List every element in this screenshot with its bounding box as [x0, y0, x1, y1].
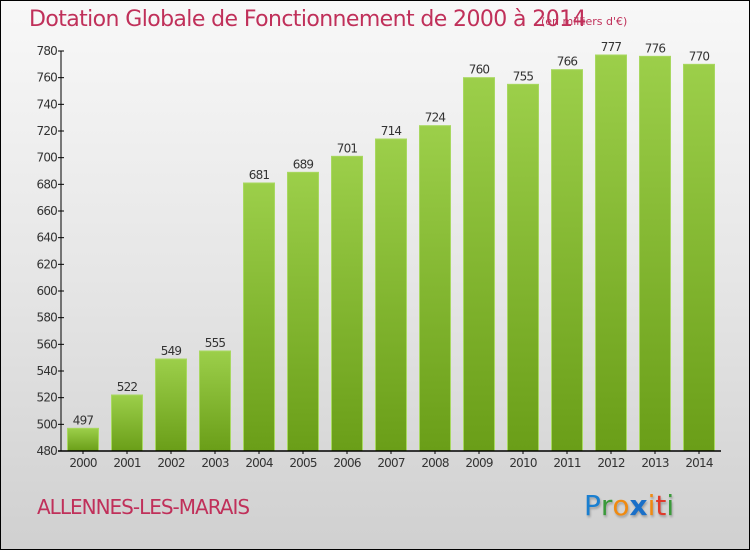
y-tick-label-740: 740 [36, 97, 57, 111]
bar-2010 [507, 83, 539, 452]
data-label-2001: 522 [117, 380, 138, 394]
logo-letter: P [584, 489, 601, 522]
bar-2007 [375, 138, 407, 452]
bar-2012 [595, 54, 627, 452]
y-tick-label-540: 540 [36, 364, 57, 378]
logo-letter: o [612, 489, 630, 522]
data-label-2008: 724 [425, 111, 446, 125]
y-tick-label-760: 760 [36, 71, 57, 85]
x-tick-label-2003: 2003 [201, 456, 229, 470]
commune-name: ALLENNES-LES-MARAIS [37, 495, 250, 519]
proxiti-logo[interactable]: Proxiti [584, 489, 674, 522]
bar-2011 [551, 69, 583, 452]
x-tick-label-2004: 2004 [245, 456, 273, 470]
data-label-2013: 776 [645, 41, 666, 55]
y-tick-label-500: 500 [36, 417, 57, 431]
data-label-2004: 681 [249, 168, 270, 182]
bar-2009 [463, 77, 495, 452]
bar-2006 [331, 155, 363, 452]
data-label-2012: 777 [601, 40, 622, 54]
bar-2001 [111, 394, 143, 452]
y-tick-label-660: 660 [36, 204, 57, 218]
x-tick-label-2005: 2005 [289, 456, 317, 470]
x-tick-label-2012: 2012 [597, 456, 625, 470]
x-tick-label-2008: 2008 [421, 456, 449, 470]
y-tick-label-560: 560 [36, 337, 57, 351]
x-tick-label-2013: 2013 [641, 456, 669, 470]
y-tick-label-640: 640 [36, 231, 57, 245]
data-label-2010: 755 [513, 69, 534, 83]
data-label-2003: 555 [205, 336, 226, 350]
x-tick-label-2002: 2002 [157, 456, 185, 470]
y-tick-label-580: 580 [36, 311, 57, 325]
logo-letter: r [600, 489, 613, 522]
bar-2003 [199, 350, 231, 452]
y-tick-label-480: 480 [36, 444, 57, 458]
axes-group: 2000 2001 2002 2003 2004 2005 2006 2007 2008 2009… [36, 44, 721, 470]
y-tick-label-520: 520 [36, 391, 57, 405]
bar-2013 [639, 55, 671, 452]
bar-2005 [287, 171, 319, 452]
x-tick-label-2010: 2010 [509, 456, 537, 470]
logo-letter: x [629, 489, 648, 522]
bar-2000 [67, 427, 99, 452]
data-label-2002: 549 [161, 344, 182, 358]
logo-letter: i [647, 489, 656, 522]
y-tick-label-620: 620 [36, 257, 57, 271]
data-label-2009: 760 [469, 63, 490, 77]
chart-subtitle: (en milliers d'€) [541, 15, 628, 28]
y-tick-label-680: 680 [36, 177, 57, 191]
x-tick-label-2000: 2000 [69, 456, 97, 470]
bar-2002 [155, 358, 187, 452]
data-label-2006: 701 [337, 141, 358, 155]
x-tick-label-2007: 2007 [377, 456, 405, 470]
bars-group: 497 522 549 555 681 689 701 714 724 760 755 766 777 7… [67, 40, 715, 452]
y-tick-label-720: 720 [36, 124, 57, 138]
logo-letter: i [666, 489, 675, 522]
data-label-2000: 497 [73, 413, 94, 427]
data-label-2007: 714 [381, 124, 402, 138]
bar-2004 [243, 182, 275, 452]
bar-2008 [419, 125, 451, 452]
bar-2014 [683, 63, 715, 452]
y-tick-label-780: 780 [36, 44, 57, 58]
data-label-2014: 770 [689, 49, 710, 63]
x-tick-label-2014: 2014 [685, 456, 713, 470]
logo-letter: t [655, 489, 667, 522]
x-tick-label-2009: 2009 [465, 456, 493, 470]
data-label-2005: 689 [293, 157, 314, 171]
x-tick-label-2011: 2011 [553, 456, 581, 470]
chart-title: Dotation Globale de Fonctionnement de 20… [29, 7, 587, 32]
data-label-2011: 766 [557, 55, 578, 69]
x-tick-label-2006: 2006 [333, 456, 361, 470]
x-tick-label-2001: 2001 [113, 456, 141, 470]
y-tick-label-700: 700 [36, 151, 57, 165]
y-tick-label-600: 600 [36, 284, 57, 298]
